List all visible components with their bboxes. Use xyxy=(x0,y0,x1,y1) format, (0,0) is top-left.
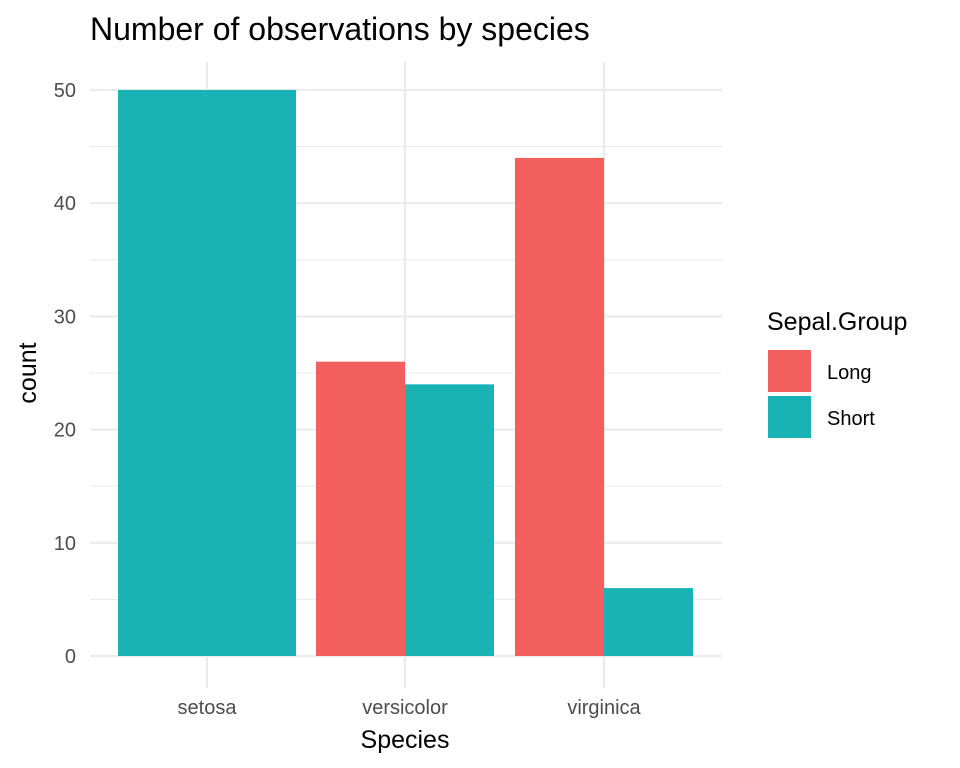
y-tick-label: 20 xyxy=(54,420,76,442)
bar-versicolor-long xyxy=(316,361,405,656)
legend: Sepal.Group Long Short xyxy=(767,308,907,438)
bars xyxy=(118,90,693,657)
bar-virginica-short xyxy=(604,588,693,656)
y-axis-ticks: 0 10 20 30 40 50 xyxy=(54,80,76,668)
y-tick-label: 30 xyxy=(54,306,76,328)
x-tick-label: versicolor xyxy=(362,697,448,719)
x-tick-label: setosa xyxy=(178,697,238,719)
y-tick-label: 10 xyxy=(54,533,76,555)
bar-versicolor-short xyxy=(405,384,494,656)
legend-title: Sepal.Group xyxy=(767,308,907,336)
legend-label-short: Short xyxy=(827,408,875,430)
x-tick-label: virginica xyxy=(567,697,641,719)
legend-label-long: Long xyxy=(827,362,872,384)
y-tick-label: 50 xyxy=(54,80,76,102)
x-axis-ticks: setosa versicolor virginica xyxy=(178,697,642,719)
bar-virginica-long xyxy=(515,157,604,657)
legend-key-long xyxy=(768,350,811,392)
x-axis-title: Species xyxy=(361,726,450,754)
chart-title: Number of observations by species xyxy=(90,11,590,47)
y-axis-title: count xyxy=(14,342,42,403)
legend-key-short xyxy=(768,396,811,438)
y-tick-label: 0 xyxy=(65,646,76,668)
bar-setosa-short xyxy=(118,90,296,656)
y-tick-label: 40 xyxy=(54,193,76,215)
